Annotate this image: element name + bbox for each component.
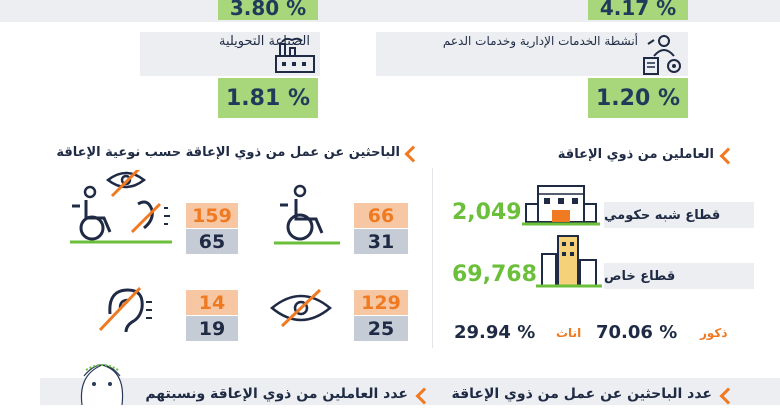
- blind-bottom-value: 25: [354, 316, 408, 341]
- blind-top-value: 129: [354, 290, 408, 315]
- bottom-right-heading: عدد الباحثين عن عمل من ذوي الإعاقة: [451, 386, 712, 402]
- admin-services-label: أنشطة الخدمات الإدارية وخدمات الدعم: [376, 32, 688, 76]
- workers-title: العاملين من ذوي الإعاقة: [557, 147, 714, 162]
- wheelchair-icon: [272, 183, 342, 245]
- deaf-bottom-value: 19: [186, 316, 238, 341]
- bottom-left-heading: عدد العاملين من ذوي الإعاقة ونسبتهم: [145, 386, 408, 402]
- females-label: اناث: [556, 326, 582, 340]
- job-seekers-title: الباحثين عن عمل من ذوي الإعاقة حسب نوعية…: [56, 145, 400, 160]
- factory-icon: [272, 36, 318, 76]
- person-sketch-icon: [70, 354, 134, 406]
- manufacturing-value: 1.81 %: [218, 78, 318, 118]
- left-top-value: 3.80 %: [218, 0, 318, 20]
- right-top-value: 4.17 %: [588, 0, 688, 20]
- admin-support-icon: [640, 32, 686, 76]
- private-value: 69,768: [452, 262, 537, 287]
- admin-services-label-text: أنشطة الخدمات الإدارية وخدمات الدعم: [442, 34, 638, 48]
- multi-disability-bottom-value: 65: [186, 229, 238, 254]
- deaf-top-value: 14: [186, 290, 238, 315]
- private-label: قطاع خاص: [604, 263, 754, 289]
- semi-gov-building-icon: [522, 182, 600, 226]
- job-seekers-divider: [432, 168, 433, 348]
- bottom-strip: [40, 378, 780, 405]
- wheelchair-bottom-value: 31: [354, 229, 408, 254]
- private-buildings-icon: [536, 232, 602, 288]
- females-pct: 29.94 %: [454, 322, 536, 343]
- workers-chevron-icon: [719, 147, 737, 165]
- wheelchair-top-value: 66: [354, 203, 408, 228]
- wheelchair-deaf-blind-icon: [68, 164, 174, 244]
- semi-gov-value: 2,049: [452, 200, 522, 225]
- semi-gov-label: قطاع شبه حكومي: [604, 202, 754, 228]
- blind-eye-icon: [268, 288, 334, 328]
- multi-disability-top-value: 159: [186, 203, 238, 228]
- admin-services-value: 1.20 %: [588, 78, 688, 118]
- manufacturing-label-text: الصناعة التحويلية: [218, 34, 310, 49]
- deaf-ear-icon: [94, 284, 154, 336]
- males-label: ذكور: [700, 326, 728, 340]
- males-pct: 70.06 %: [596, 322, 678, 343]
